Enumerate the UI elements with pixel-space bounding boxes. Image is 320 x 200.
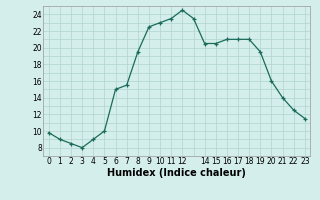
X-axis label: Humidex (Indice chaleur): Humidex (Indice chaleur)	[108, 168, 246, 178]
